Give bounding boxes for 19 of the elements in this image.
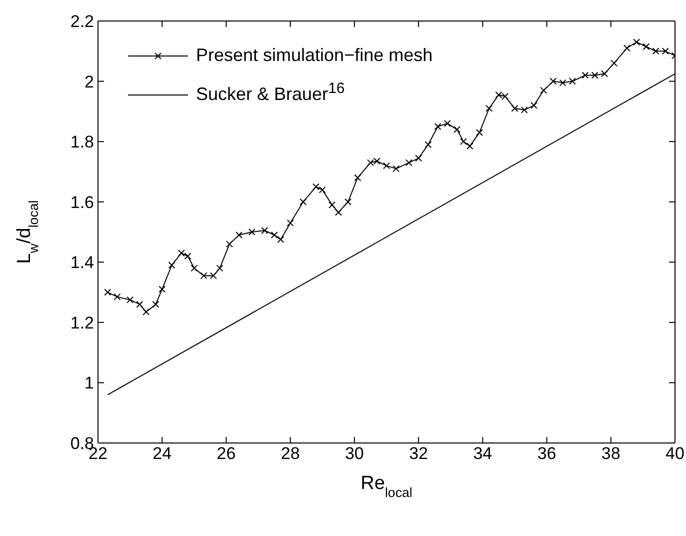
y-tick-label: 2 [84,72,94,92]
y-tick-label: 1.6 [70,192,94,212]
x-tick-label: 24 [152,444,172,464]
x-tick-label: 38 [601,444,620,464]
x-axis-title: Re$_{local}$ [360,473,412,500]
y-tick-label: 2.2 [70,12,94,32]
x-tick-label: 26 [216,444,236,464]
x-tick-label: 40 [666,444,684,464]
x-tick-label: 28 [280,444,300,464]
y-tick-label: 1 [84,374,94,393]
y-tick-label: 1.2 [70,313,94,332]
x-tick-label: 34 [473,444,492,464]
y-tick-label: 1.4 [70,253,94,272]
x-tick-label: 32 [409,444,428,464]
x-tick-label: 36 [537,444,556,464]
legend-label: Sucker & Brauer$^{16}$ [196,80,345,104]
y-tick-label: 1.8 [70,132,94,152]
x-tick-label: 30 [344,444,364,464]
legend-label: Present simulation−fine mesh [196,45,433,65]
